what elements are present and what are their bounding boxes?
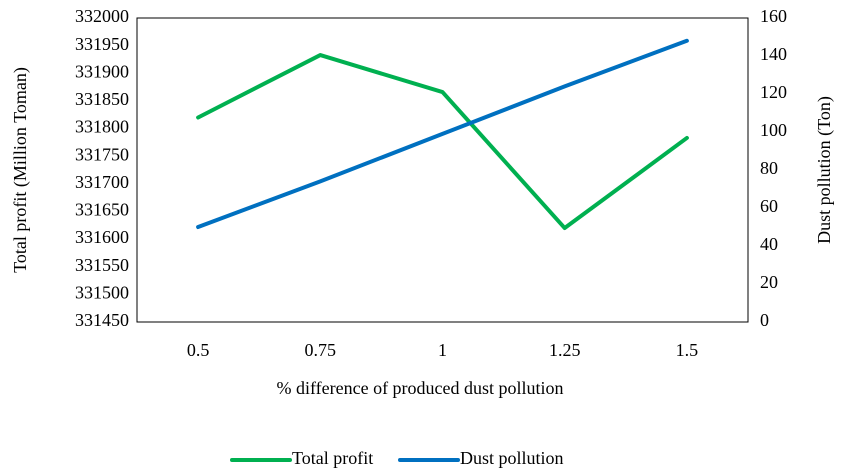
y2-tick-label: 20 — [760, 272, 778, 292]
y2-tick-label: 100 — [760, 120, 787, 140]
y2-axis-label: Dust pollution (Ton) — [814, 96, 835, 244]
series-line — [196, 38, 689, 229]
y-tick-label: 331950 — [75, 34, 129, 54]
y2-tick-label: 120 — [760, 82, 787, 102]
y-tick-label: 331900 — [75, 61, 129, 81]
y2-tick-label: 0 — [760, 310, 769, 330]
y-tick-label: 332000 — [75, 6, 129, 26]
y2-tick-label: 140 — [760, 44, 787, 64]
y2-tick-label: 40 — [760, 234, 778, 254]
series-line — [196, 53, 689, 231]
y-tick-label: 331550 — [75, 255, 129, 275]
y-tick-label: 331750 — [75, 144, 129, 164]
legend-label: Dust pollution — [460, 448, 564, 468]
x-tick-label: 1.25 — [549, 340, 581, 360]
x-axis-label: % difference of produced dust pollution — [276, 378, 563, 398]
y-tick-label: 331800 — [75, 117, 129, 137]
y-tick-label: 331700 — [75, 172, 129, 192]
y-tick-label: 331850 — [75, 89, 129, 109]
y2-tick-label: 60 — [760, 196, 778, 216]
y2-tick-label: 160 — [760, 6, 787, 26]
x-tick-label: 0.75 — [305, 340, 337, 360]
x-tick-label: 0.5 — [187, 340, 210, 360]
y-axis-label: Total profit (Million Toman) — [10, 67, 31, 273]
y2-tick-label: 80 — [760, 158, 778, 178]
y-tick-label: 331500 — [75, 282, 129, 302]
y-tick-label: 331450 — [75, 310, 129, 330]
x-tick-label: 1 — [438, 340, 447, 360]
legend-label: Total profit — [292, 448, 373, 468]
plot-frame — [136, 17, 749, 323]
y-tick-label: 331650 — [75, 200, 129, 220]
x-tick-label: 1.5 — [676, 340, 699, 360]
y-tick-label: 331600 — [75, 227, 129, 247]
